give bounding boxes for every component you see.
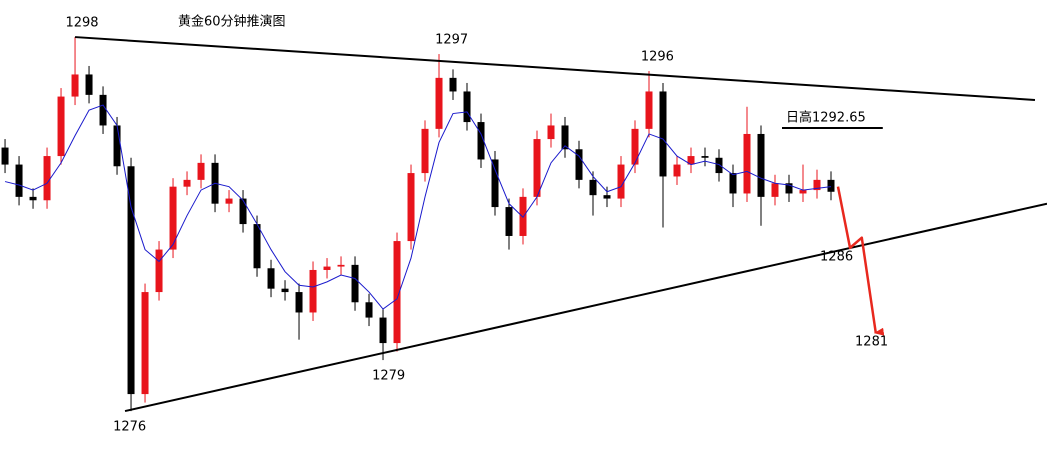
candle-body (99, 94, 107, 126)
candle-body (449, 77, 457, 92)
candle-body (379, 317, 387, 344)
candle-body (785, 183, 793, 194)
candle-body (169, 186, 177, 250)
candle-body (757, 133, 765, 197)
candle-body (687, 156, 695, 165)
candle-body (407, 173, 415, 242)
chart-title: 黄金60分钟推演图 (178, 14, 286, 30)
candle-body (43, 156, 51, 201)
candle-body (561, 125, 569, 150)
candle-body (365, 302, 373, 318)
candle-body (491, 159, 499, 208)
candle-body (617, 164, 625, 199)
candle-body (155, 249, 163, 293)
forecast-arrow (836, 186, 885, 336)
candle-body (477, 122, 485, 160)
candle-body (127, 166, 135, 395)
candle-body (533, 139, 541, 197)
candle-body (435, 77, 443, 129)
candle-body (631, 128, 639, 165)
candle-body (393, 241, 401, 344)
candle-body (771, 183, 779, 197)
candle-body (813, 179, 821, 191)
candle-body (351, 264, 359, 303)
candle-body (253, 224, 261, 269)
candle-body (827, 179, 835, 192)
price-label: 1279 (372, 369, 405, 384)
candle-body (267, 268, 275, 289)
price-label: 1286 (820, 250, 853, 265)
candle-body (1, 147, 9, 165)
candle-body (295, 292, 303, 313)
moving-average (4, 104, 832, 310)
price-label: 1281 (855, 335, 888, 350)
candle-body (645, 91, 653, 129)
candle-body (309, 269, 317, 313)
candle-body (659, 91, 667, 177)
candle-body (729, 173, 737, 194)
candle-body (281, 288, 289, 293)
candle-body (603, 195, 611, 199)
trendline (74, 36, 1036, 101)
candle-body (15, 164, 23, 197)
candle-body (575, 149, 583, 180)
candle-body (183, 179, 191, 187)
candle-body (113, 125, 121, 167)
candle-body (141, 292, 149, 395)
candle-body (225, 198, 233, 204)
candle-body (29, 196, 37, 201)
price-label: 1297 (435, 33, 468, 48)
price-label: 1276 (113, 420, 146, 435)
candle-body (673, 164, 681, 177)
price-label: 1298 (65, 16, 98, 31)
candle-body (57, 96, 65, 157)
candle-body (323, 266, 331, 270)
candle-body (505, 207, 513, 236)
trendline (124, 202, 1047, 413)
candle-body (85, 74, 93, 95)
candle-body (701, 156, 709, 158)
candle-body (547, 125, 555, 140)
candle-body (239, 198, 247, 225)
candle-body (715, 157, 723, 174)
candle-body (421, 128, 429, 174)
candle-body (71, 74, 79, 97)
day-high-label: 日高1292.65 (786, 110, 866, 126)
candle-body (589, 179, 597, 196)
candle-body (463, 91, 471, 123)
candle-body (337, 264, 345, 267)
candle-body (197, 162, 205, 180)
candle-body (799, 190, 807, 194)
candle-body (743, 133, 751, 194)
price-label: 1296 (641, 50, 674, 65)
